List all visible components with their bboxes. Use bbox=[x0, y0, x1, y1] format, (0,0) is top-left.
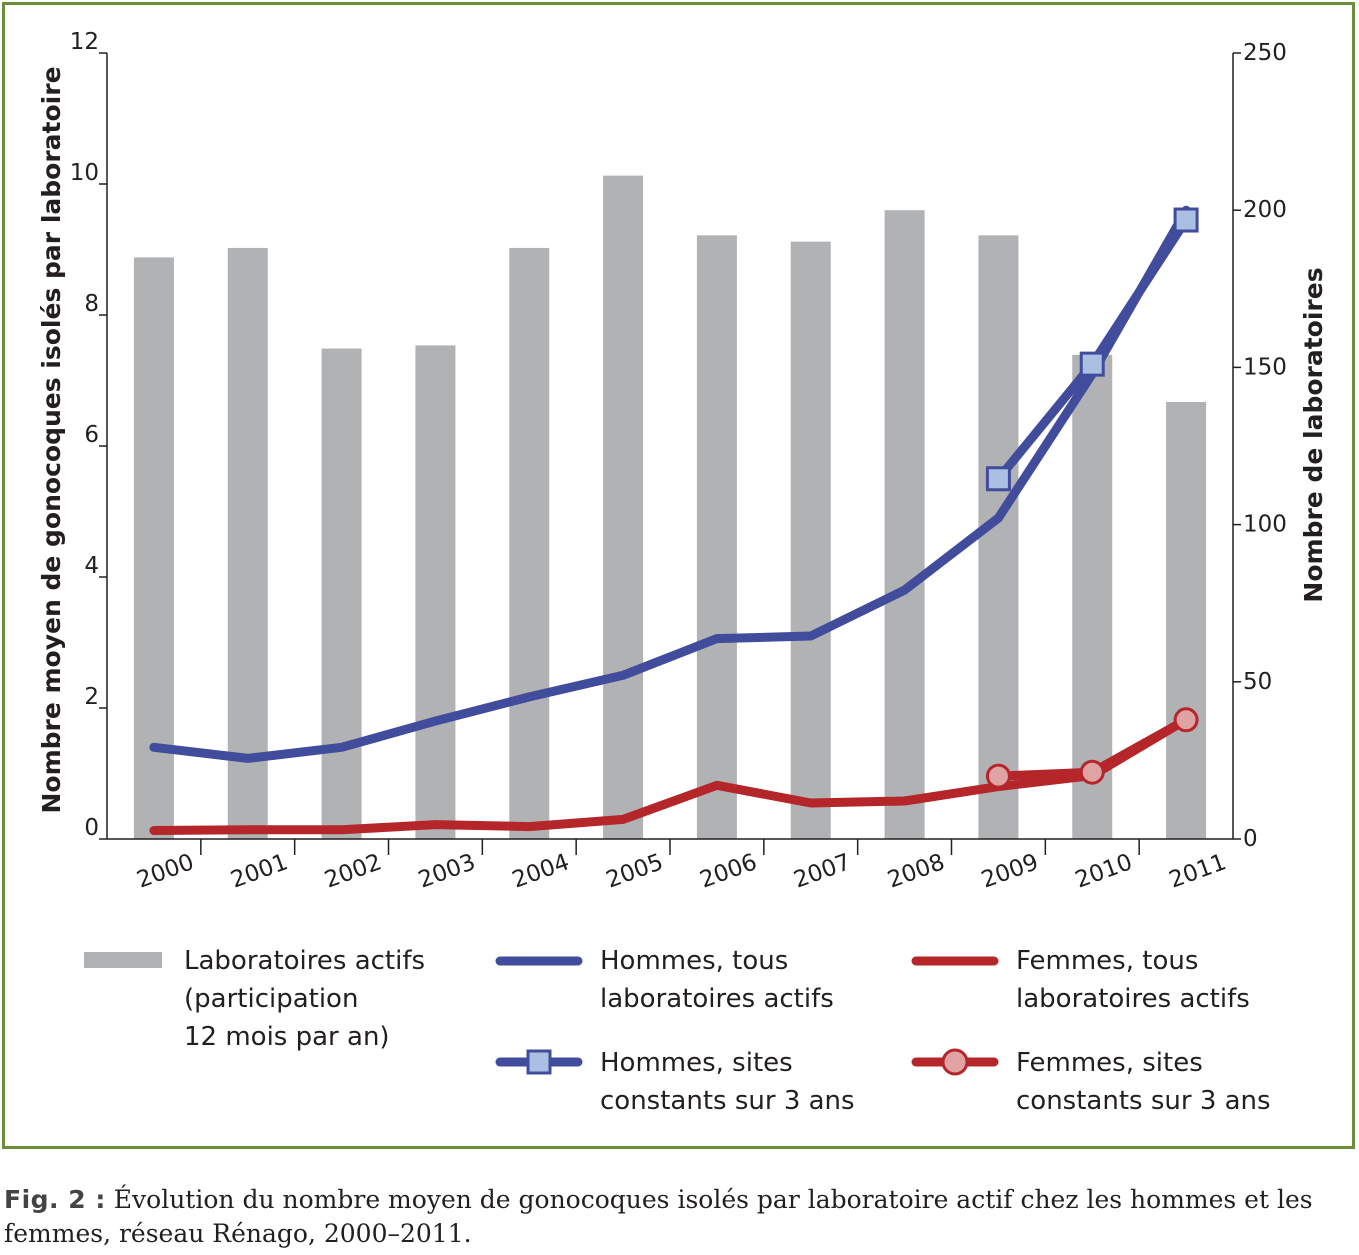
bar-2010 bbox=[1072, 354, 1113, 839]
marker-circle-2010 bbox=[1079, 759, 1105, 785]
right-axis-label: Nombre de laboratoires bbox=[1299, 267, 1328, 602]
legend-bars-line-2: (participation bbox=[184, 984, 358, 1014]
legend-men-const-line-1: Hommes, sites bbox=[600, 1048, 793, 1078]
right-tick-label: 200 bbox=[1243, 197, 1287, 223]
figure-frame bbox=[2, 2, 1355, 1149]
x-tick-label-2009: 2009 bbox=[978, 849, 1042, 893]
chart: 0 2 4 6 8 10 12 0 50 100 150 200 250 2000 2001 2002 2003… bbox=[37, 29, 1328, 1116]
right-tick-label: 50 bbox=[1243, 669, 1272, 695]
bar-2000 bbox=[133, 257, 174, 839]
marker-circle-2011 bbox=[1173, 707, 1199, 733]
marker-circle-2009 bbox=[985, 763, 1011, 789]
bar-2005 bbox=[603, 175, 644, 840]
legend-women-all-line-1: Femmes, tous bbox=[1016, 946, 1198, 976]
legend-bars-line-3: 12 mois par an) bbox=[184, 1022, 390, 1052]
left-tick-label: 0 bbox=[84, 815, 99, 841]
x-tick-label-2008: 2008 bbox=[884, 849, 948, 893]
x-tick-label-2005: 2005 bbox=[603, 849, 667, 893]
right-tick-label: 250 bbox=[1243, 40, 1287, 66]
legend-men-all-line-1: Hommes, tous bbox=[600, 946, 788, 976]
x-tick-label-2007: 2007 bbox=[790, 849, 854, 893]
left-tick-label: 2 bbox=[84, 684, 99, 710]
legend-women-all-line-2: laboratoires actifs bbox=[1016, 984, 1250, 1014]
series-line-hommes-tous-laboratoires-actifs bbox=[149, 205, 1191, 763]
right-tick-label: 0 bbox=[1243, 826, 1258, 852]
figure-caption: Fig. 2 : Évolution du nombre moyen de go… bbox=[4, 1183, 1354, 1251]
left-axis-label: Nombre moyen de gonocoques isolés par la… bbox=[37, 66, 66, 813]
bar-2001 bbox=[227, 247, 268, 840]
marker-square-2011 bbox=[1173, 207, 1199, 233]
bar-2007 bbox=[790, 241, 831, 839]
legend-marker-square bbox=[526, 1049, 552, 1075]
x-tick-label-2003: 2003 bbox=[415, 849, 479, 893]
right-tick-label: 100 bbox=[1243, 512, 1287, 538]
bar-2006 bbox=[696, 235, 737, 840]
lines-layer bbox=[149, 205, 1199, 835]
figure-label: Fig. 2 : bbox=[4, 1185, 106, 1214]
x-tick-label-2010: 2010 bbox=[1072, 849, 1136, 893]
legend-bars-line-1: Laboratoires actifs bbox=[184, 946, 425, 976]
x-tick-label-2000: 2000 bbox=[134, 849, 198, 893]
legend-men-const-line-2: constants sur 3 ans bbox=[600, 1086, 855, 1116]
axes-layer bbox=[99, 52, 1241, 855]
caption-text: Évolution du nombre moyen de gonocoques … bbox=[4, 1185, 1313, 1248]
legend-marker-circle bbox=[941, 1048, 969, 1076]
x-tick-label-2011: 2011 bbox=[1166, 849, 1230, 893]
bar-2011 bbox=[1166, 401, 1207, 839]
x-tick-label-2002: 2002 bbox=[321, 849, 385, 893]
x-tick-label-2006: 2006 bbox=[697, 849, 761, 893]
bar-2003 bbox=[415, 345, 456, 839]
legend-swatch-bars bbox=[84, 952, 162, 968]
x-tick-label-2004: 2004 bbox=[509, 849, 573, 893]
left-tick-label: 12 bbox=[70, 29, 99, 55]
marker-square-2010 bbox=[1079, 351, 1105, 377]
bar-2009 bbox=[978, 235, 1019, 840]
left-tick-label: 8 bbox=[84, 291, 99, 317]
left-tick-label: 10 bbox=[70, 160, 99, 186]
bar-2002 bbox=[321, 348, 362, 839]
series-line-femmes-tous-laboratoires-actifs bbox=[149, 715, 1191, 835]
left-tick-label: 4 bbox=[84, 553, 99, 579]
legend-women-const-line-1: Femmes, sites bbox=[1016, 1048, 1203, 1078]
legend-women-const-line-2: constants sur 3 ans bbox=[1016, 1086, 1271, 1116]
x-tick-label-2001: 2001 bbox=[227, 849, 291, 893]
bars-layer bbox=[133, 175, 1207, 840]
legend: Laboratoires actifs (participation 12 mois… bbox=[84, 946, 1271, 1116]
legend-men-all-line-2: laboratoires actifs bbox=[600, 984, 834, 1014]
left-tick-label: 6 bbox=[84, 422, 99, 448]
right-tick-label: 150 bbox=[1243, 354, 1287, 380]
bar-2004 bbox=[509, 247, 550, 840]
marker-square-2009 bbox=[985, 466, 1011, 492]
bar-2008 bbox=[884, 210, 925, 839]
